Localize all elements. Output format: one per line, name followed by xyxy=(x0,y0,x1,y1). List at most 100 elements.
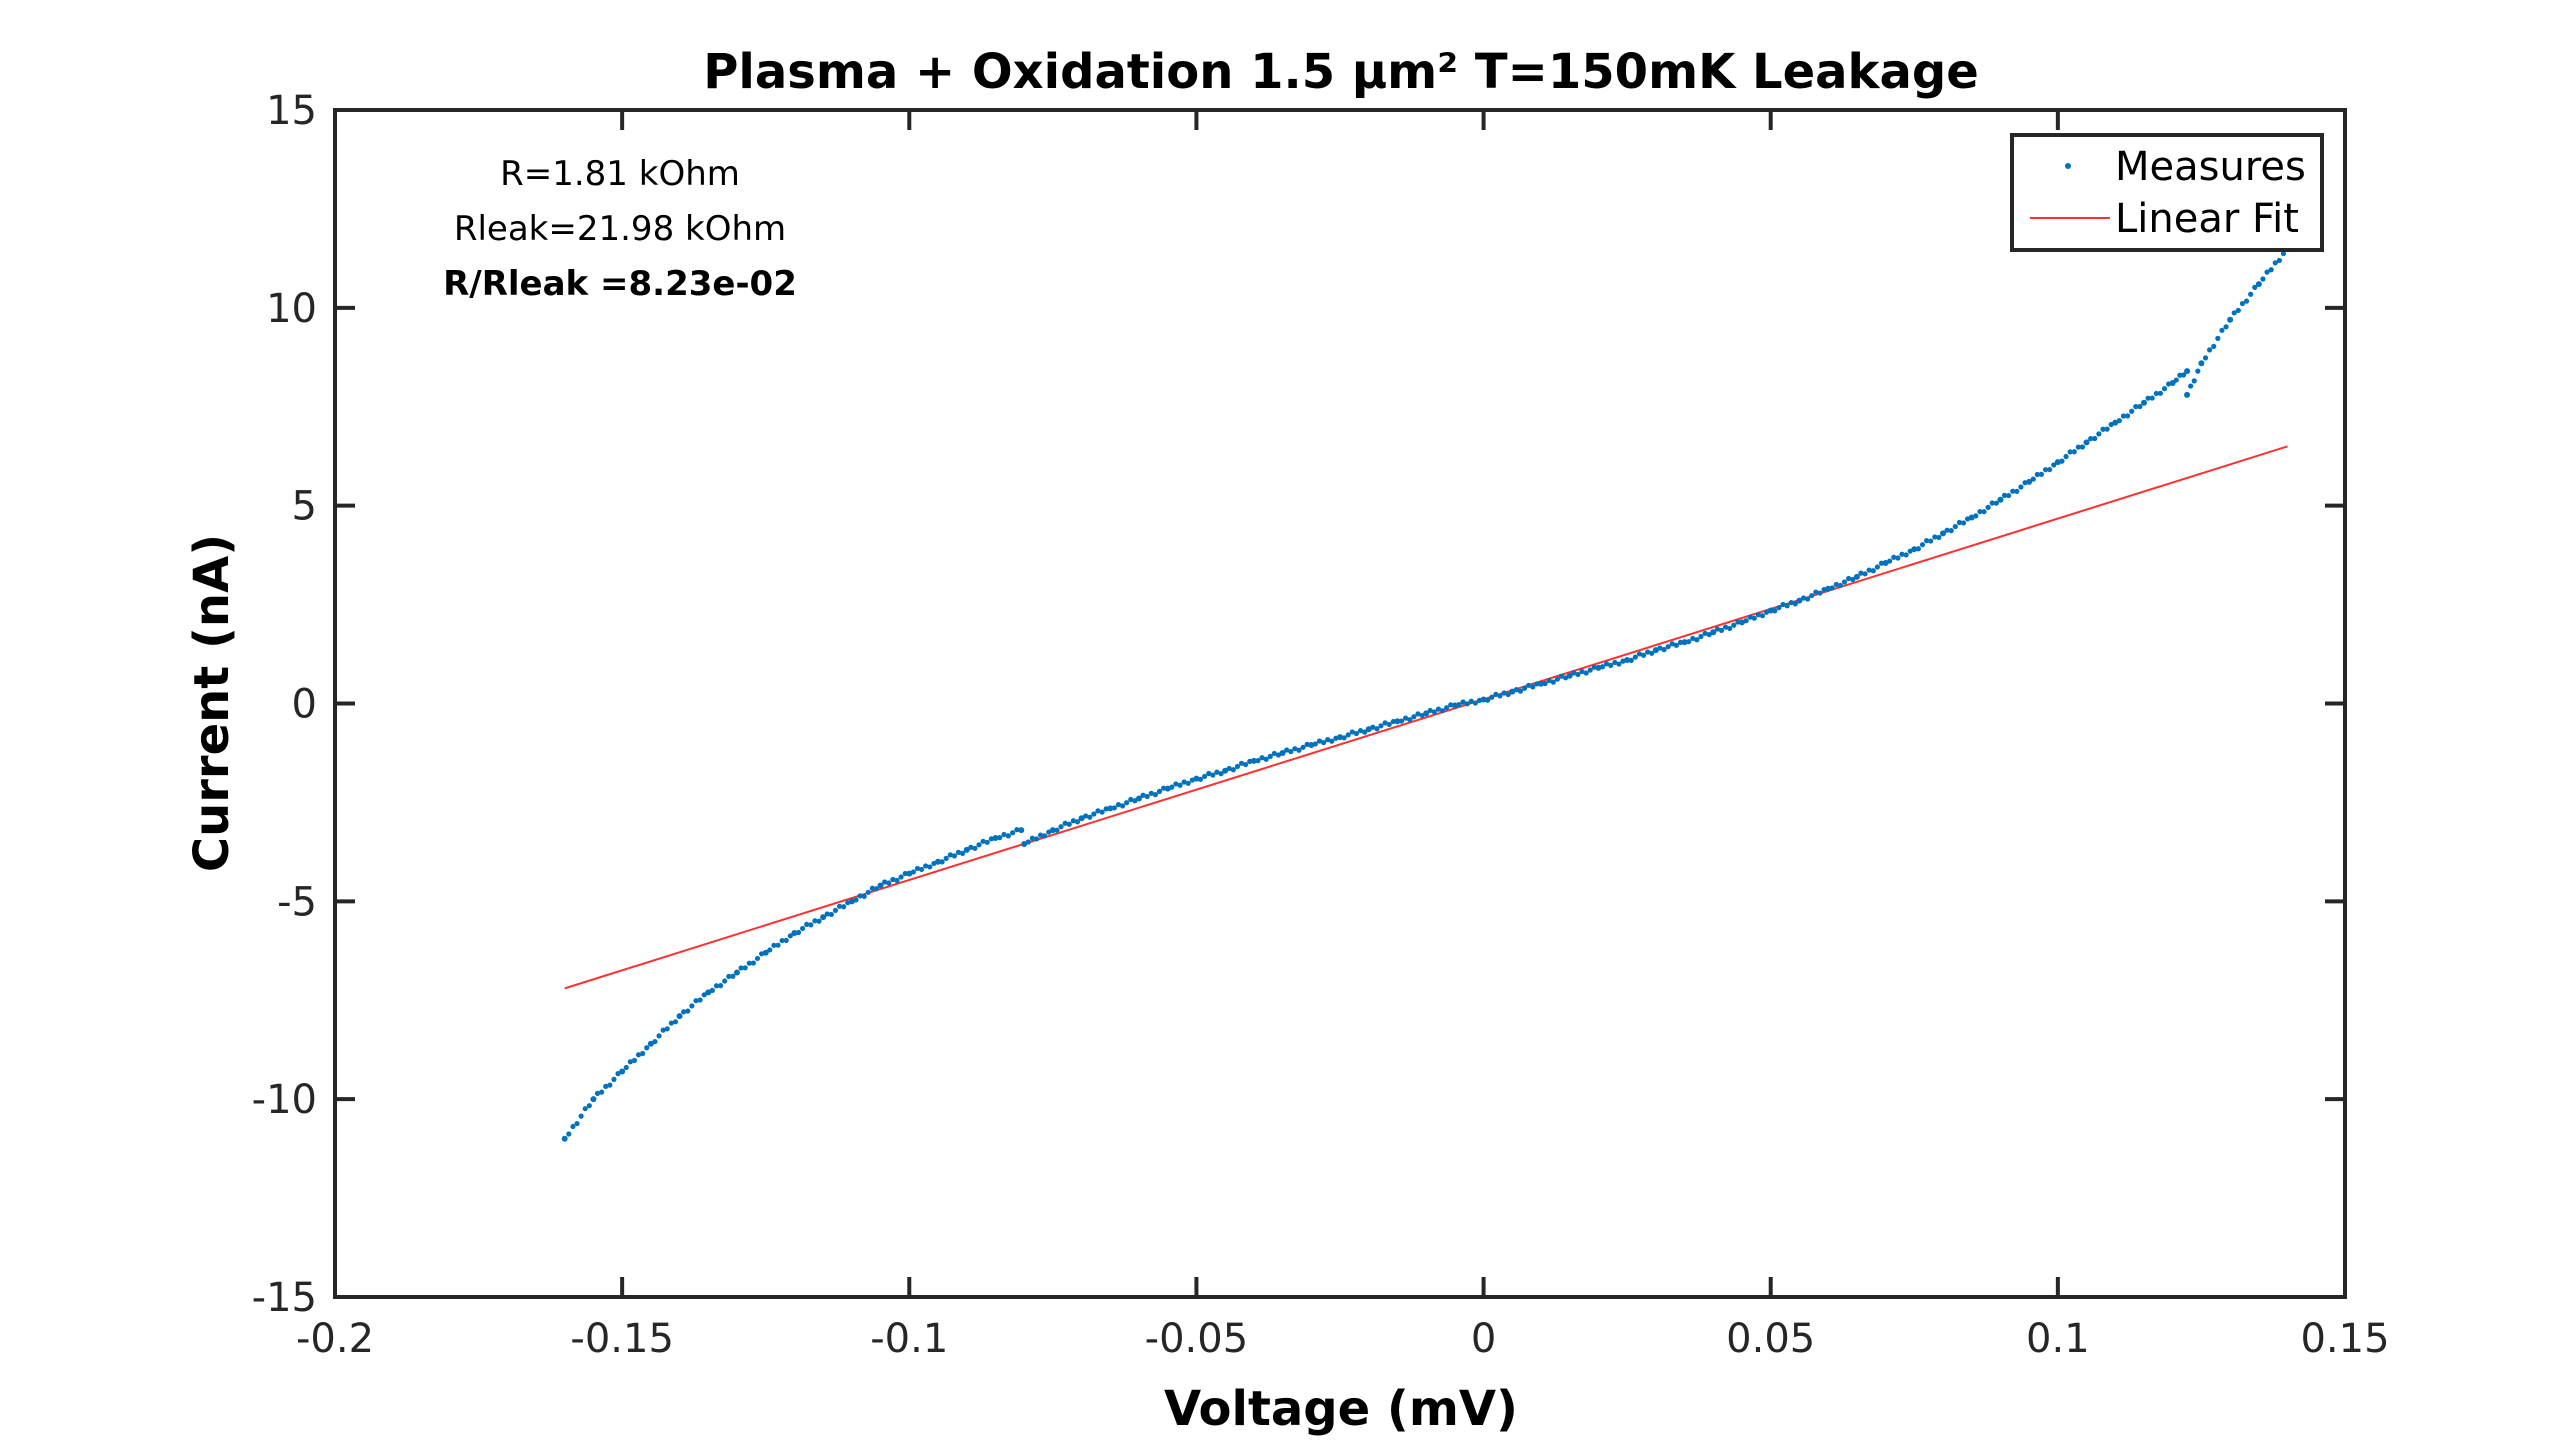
measure-point xyxy=(1014,827,1020,833)
measure-point xyxy=(1386,721,1392,728)
measure-point xyxy=(701,992,707,998)
measure-point xyxy=(1460,699,1466,705)
measure-point xyxy=(1792,601,1798,607)
measure-point xyxy=(927,864,933,870)
measure-point xyxy=(2252,284,2258,290)
measure-point xyxy=(1267,753,1273,759)
measure-point xyxy=(1480,696,1487,703)
measure-point xyxy=(783,937,789,944)
measure-point xyxy=(1587,667,1593,673)
measure-point xyxy=(1960,520,1967,526)
measure-point xyxy=(1841,579,1848,585)
measure-point xyxy=(2030,476,2036,482)
measure-point xyxy=(1813,589,1819,595)
measure-point xyxy=(984,839,990,845)
measure-point xyxy=(1111,805,1117,811)
measure-point xyxy=(640,1050,646,1057)
measure-point xyxy=(2063,453,2069,460)
measure-point xyxy=(2191,378,2197,384)
measure-point xyxy=(1074,819,1081,825)
y-tick-label: 0 xyxy=(292,682,317,728)
measure-point xyxy=(1767,607,1774,614)
measure-point xyxy=(1312,741,1318,747)
measure-point xyxy=(1595,664,1602,671)
measure-point xyxy=(1903,552,1909,558)
measure-point xyxy=(656,1033,662,1039)
measure-point xyxy=(1817,590,1823,596)
measure-point xyxy=(1632,654,1638,660)
x-axis-label: Voltage (mV) xyxy=(1164,1381,1518,1437)
measure-point xyxy=(1193,775,1200,782)
measure-point xyxy=(1796,597,1803,604)
axis-ticks: -0.2 -0.15 -0.1 -0.05 0 0.05 0.1 0.15 -15 -10 -5 0 5… xyxy=(252,88,2390,1362)
measure-point xyxy=(2149,395,2155,401)
measure-point xyxy=(1665,644,1671,650)
measure-point xyxy=(689,1003,695,1009)
measure-point xyxy=(841,904,847,910)
measure-point xyxy=(894,877,900,884)
measure-point xyxy=(1066,821,1072,827)
measure-point xyxy=(1579,668,1585,675)
measure-point xyxy=(1169,784,1175,790)
measure-point xyxy=(2264,269,2270,275)
measure-point xyxy=(1353,730,1360,737)
measure-point xyxy=(722,978,728,984)
measure-point xyxy=(1772,608,1778,614)
measure-point xyxy=(2096,431,2102,437)
measure-point xyxy=(1021,840,1028,847)
measure-point xyxy=(1078,815,1085,822)
measure-point xyxy=(877,882,884,889)
measure-point xyxy=(1042,833,1048,839)
measure-point xyxy=(1107,805,1114,812)
y-tick-label: -5 xyxy=(277,879,317,925)
measure-point xyxy=(607,1082,613,1088)
measure-point xyxy=(976,842,982,848)
measure-point xyxy=(2215,335,2221,341)
measure-point xyxy=(1968,514,1975,521)
measure-point xyxy=(795,929,802,936)
legend: Measures Linear Fit xyxy=(2010,133,2324,252)
measure-point xyxy=(1571,670,1577,676)
measure-point xyxy=(914,865,921,872)
measure-point xyxy=(1784,603,1790,609)
measure-point xyxy=(1645,649,1651,655)
measure-point xyxy=(848,898,855,905)
measure-point xyxy=(1144,793,1150,800)
measure-point xyxy=(1234,763,1241,770)
x-tick-label: 0.15 xyxy=(2300,1316,2389,1362)
measure-point xyxy=(2116,418,2122,424)
measure-point xyxy=(2018,484,2024,490)
measure-point xyxy=(1599,664,1606,670)
measure-point xyxy=(1378,723,1384,729)
measure-point xyxy=(1989,500,1995,506)
measure-point xyxy=(672,1019,679,1025)
measure-point xyxy=(754,955,761,962)
measure-point xyxy=(800,925,806,932)
legend-label-linear-fit: Linear Fit xyxy=(2115,196,2299,242)
measure-point xyxy=(623,1064,629,1071)
measure-point xyxy=(1686,639,1692,645)
x-tick-label: -0.2 xyxy=(296,1316,374,1362)
measure-point xyxy=(1218,771,1224,777)
measure-point xyxy=(2088,436,2094,442)
measure-point xyxy=(676,1013,683,1020)
measure-point xyxy=(997,835,1003,841)
measure-point xyxy=(644,1045,650,1051)
measure-point xyxy=(611,1076,617,1082)
measure-point xyxy=(1018,827,1025,834)
measure-point xyxy=(1423,710,1430,717)
measure-point xyxy=(652,1039,658,1045)
measure-point xyxy=(1128,796,1134,803)
measure-point xyxy=(2038,471,2045,477)
measure-point xyxy=(1866,567,1872,573)
measure-point xyxy=(635,1052,642,1058)
measure-point xyxy=(2173,377,2179,383)
measure-point xyxy=(709,987,715,994)
measure-point xyxy=(1222,767,1229,774)
measure-point xyxy=(882,879,888,885)
annotation-r: R=1.81 kOhm xyxy=(500,154,740,194)
measure-point xyxy=(816,918,822,924)
measure-point xyxy=(2034,471,2040,478)
measure-point xyxy=(2231,310,2237,316)
measure-point xyxy=(1033,836,1040,842)
